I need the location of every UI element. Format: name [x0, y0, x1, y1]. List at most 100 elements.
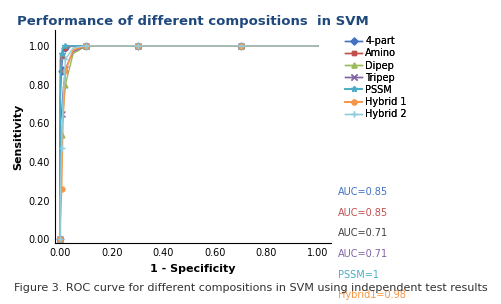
- PSSM: [83, 44, 89, 48]
- Hybrid 2: [237, 44, 243, 48]
- Text: AUC=0.85: AUC=0.85: [338, 187, 388, 197]
- Hybrid 1: [134, 44, 140, 48]
- Dipep: [63, 83, 69, 86]
- Hybrid 2: [83, 44, 89, 48]
- Text: PSSM=1: PSSM=1: [338, 270, 379, 280]
- Tripep: [134, 44, 140, 48]
- PSSM: [315, 44, 321, 48]
- Line: Hybrid 2: Hybrid 2: [58, 43, 321, 242]
- 4-part: [59, 69, 65, 73]
- Hybrid 2: [70, 46, 76, 50]
- Line: Hybrid 1: Hybrid 1: [58, 43, 320, 242]
- Tripep: [59, 112, 65, 116]
- 4-part: [63, 46, 69, 50]
- Amino: [70, 44, 76, 48]
- Text: AUC=0.71: AUC=0.71: [338, 249, 388, 259]
- Hybrid 2: [134, 44, 140, 48]
- Hybrid 2: [57, 237, 63, 241]
- Dipep: [109, 44, 115, 48]
- Dipep: [57, 237, 63, 241]
- Hybrid 2: [315, 44, 321, 48]
- Dipep: [60, 112, 66, 116]
- Dipep: [83, 44, 89, 48]
- Dipep: [186, 44, 192, 48]
- Hybrid 1: [237, 44, 243, 48]
- 4-part: [57, 237, 63, 241]
- Hybrid 1: [63, 69, 69, 73]
- Tripep: [70, 50, 76, 54]
- Hybrid 1: [186, 44, 192, 48]
- PSSM: [63, 44, 69, 48]
- Dipep: [70, 52, 76, 55]
- 4-part: [237, 44, 243, 48]
- PSSM: [59, 52, 65, 55]
- Tripep: [315, 44, 321, 48]
- Line: Dipep: Dipep: [58, 43, 320, 242]
- PSSM: [60, 46, 66, 50]
- 4-part: [57, 96, 63, 100]
- Hybrid 2: [63, 57, 69, 61]
- 4-part: [109, 44, 115, 48]
- Dipep: [315, 44, 321, 48]
- PSSM: [57, 85, 63, 88]
- X-axis label: 1 - Specificity: 1 - Specificity: [150, 264, 235, 274]
- 4-part: [186, 44, 192, 48]
- Y-axis label: Sensitivity: Sensitivity: [13, 104, 23, 170]
- Hybrid 1: [59, 187, 65, 191]
- Hybrid 1: [70, 48, 76, 52]
- Amino: [57, 57, 63, 61]
- Text: AUC=0.85: AUC=0.85: [338, 208, 388, 218]
- Hybrid 1: [60, 121, 66, 125]
- Amino: [57, 237, 63, 241]
- Hybrid 2: [60, 102, 66, 106]
- Amino: [59, 54, 65, 57]
- 4-part: [315, 44, 321, 48]
- Line: PSSM: PSSM: [58, 43, 321, 242]
- Tripep: [237, 44, 243, 48]
- Hybrid 1: [109, 44, 115, 48]
- Hybrid 2: [57, 199, 63, 202]
- Tripep: [186, 44, 192, 48]
- Dipep: [237, 44, 243, 48]
- Tripep: [109, 44, 115, 48]
- 4-part: [70, 44, 76, 48]
- PSSM: [70, 44, 76, 48]
- Text: AUC=0.71: AUC=0.71: [338, 228, 388, 238]
- Hybrid 2: [59, 147, 65, 150]
- Text: Figure 3. ROC curve for different compositions in SVM using independent test res: Figure 3. ROC curve for different compos…: [14, 283, 487, 293]
- 4-part: [60, 50, 66, 54]
- Line: Amino: Amino: [58, 43, 320, 242]
- Tripep: [57, 237, 63, 241]
- Legend: 4-part, Amino, Dipep, Tripep, PSSM, Hybrid 1, Hybrid 2: 4-part, Amino, Dipep, Tripep, PSSM, Hybr…: [344, 35, 408, 120]
- 4-part: [83, 44, 89, 48]
- Amino: [109, 44, 115, 48]
- Amino: [237, 44, 243, 48]
- Amino: [60, 50, 66, 54]
- Hybrid 1: [315, 44, 321, 48]
- Line: 4-part: 4-part: [58, 43, 320, 242]
- PSSM: [109, 44, 115, 48]
- Hybrid 1: [83, 44, 89, 48]
- Tripep: [57, 121, 63, 125]
- Hybrid 1: [57, 222, 63, 226]
- Amino: [315, 44, 321, 48]
- Dipep: [57, 160, 63, 164]
- Dipep: [134, 44, 140, 48]
- Line: Tripep: Tripep: [58, 43, 321, 242]
- Amino: [186, 44, 192, 48]
- Amino: [63, 46, 69, 50]
- Amino: [134, 44, 140, 48]
- 4-part: [134, 44, 140, 48]
- Text: Hybrid1=0.98: Hybrid1=0.98: [338, 290, 406, 300]
- Dipep: [59, 133, 65, 137]
- Title: Performance of different compositions  in SVM: Performance of different compositions in…: [17, 15, 369, 28]
- Tripep: [83, 44, 89, 48]
- Hybrid 2: [109, 44, 115, 48]
- Hybrid 2: [186, 44, 192, 48]
- Tripep: [60, 92, 66, 96]
- PSSM: [186, 44, 192, 48]
- PSSM: [57, 237, 63, 241]
- PSSM: [237, 44, 243, 48]
- Amino: [83, 44, 89, 48]
- PSSM: [134, 44, 140, 48]
